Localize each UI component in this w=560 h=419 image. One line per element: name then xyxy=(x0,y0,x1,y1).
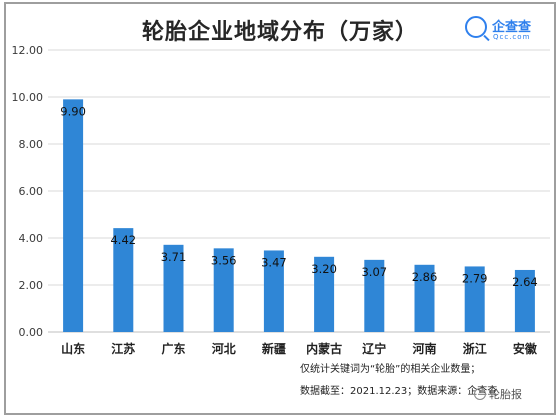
y-tick-label: 6.00 xyxy=(19,185,44,198)
watermark-text: 轮胎报 xyxy=(489,388,522,401)
note-line-1: 仅统计关键词为“轮胎”的相关企业数量； xyxy=(300,364,481,375)
chart-title: 轮胎企业地域分布（万家） xyxy=(141,20,418,45)
bar-3 xyxy=(163,244,184,332)
x-category-label: 江苏 xyxy=(111,341,135,356)
bar-1 xyxy=(63,99,84,332)
data-label: 2.86 xyxy=(412,270,438,284)
y-tick-label: 4.00 xyxy=(19,232,44,245)
qcc-logo: 企查查 Qcc.com xyxy=(465,14,545,44)
magnifier-logo-icon xyxy=(465,16,487,38)
bar-5 xyxy=(263,250,284,332)
bar-10 xyxy=(514,269,535,332)
x-category-label: 广东 xyxy=(161,341,185,356)
bar-4 xyxy=(213,248,234,332)
bar-7 xyxy=(364,259,385,332)
wechat-account-icon xyxy=(474,388,486,400)
data-label: 3.07 xyxy=(361,265,387,279)
data-label: 3.20 xyxy=(311,262,337,276)
x-category-label: 辽宁 xyxy=(362,341,386,356)
data-label: 3.56 xyxy=(211,253,237,267)
watermark: 轮胎报 xyxy=(474,386,522,402)
data-label: 4.42 xyxy=(110,233,136,247)
y-tick-label: 8.00 xyxy=(19,138,44,151)
logo-name: 企查查 xyxy=(492,20,532,35)
note-line-2: 数据截至：2021.12.23；数据来源：企查查 xyxy=(300,386,498,397)
data-label: 2.79 xyxy=(462,271,488,285)
x-category-label: 内蒙古 xyxy=(306,341,342,356)
y-tick-label: 12.00 xyxy=(12,44,44,57)
x-category-label: 浙江 xyxy=(463,341,487,356)
bar-6 xyxy=(314,256,335,332)
x-category-label: 新疆 xyxy=(262,341,286,356)
y-tick-label: 10.00 xyxy=(12,91,44,104)
bar-8 xyxy=(414,264,435,332)
bar-2 xyxy=(113,228,134,332)
data-label: 2.64 xyxy=(512,275,538,289)
x-category-label: 河南 xyxy=(411,341,436,356)
bar-9 xyxy=(464,266,485,332)
chart-frame xyxy=(4,2,556,415)
y-tick-label: 0.00 xyxy=(19,326,44,339)
x-category-label: 安徽 xyxy=(513,341,538,356)
logo-domain: Qcc.com xyxy=(493,33,531,41)
data-label: 9.90 xyxy=(60,104,86,118)
x-category-label: 山东 xyxy=(61,341,85,356)
y-tick-label: 2.00 xyxy=(19,279,44,292)
x-category-label: 河北 xyxy=(211,341,236,356)
data-label: 3.47 xyxy=(261,255,287,269)
data-label: 3.71 xyxy=(161,250,187,264)
